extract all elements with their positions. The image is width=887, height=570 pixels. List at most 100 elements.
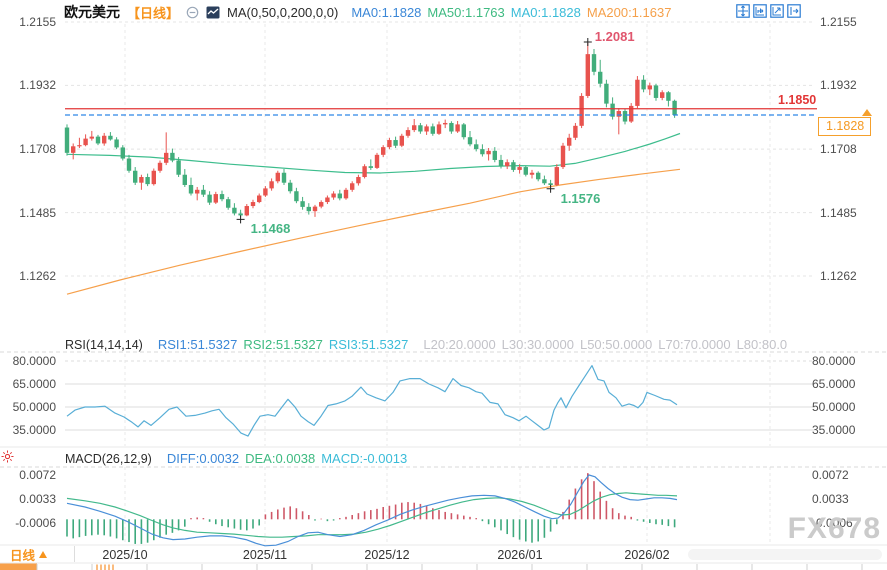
indicator-sun-icon[interactable] [1, 450, 14, 463]
candle-body [542, 179, 547, 184]
candle-body [498, 159, 504, 167]
date-label: 2025/11 [242, 548, 288, 562]
candle-body [666, 92, 671, 101]
candle-body [635, 79, 640, 106]
candle-body [250, 202, 256, 207]
axis-tick-label: 65.0000 [812, 377, 856, 391]
candle-body [660, 92, 665, 98]
candle-body [89, 136, 94, 139]
axis-tick-label: 80.0000 [12, 354, 56, 368]
candle-body [83, 138, 88, 146]
candle-body [213, 194, 218, 203]
candle-body [95, 136, 101, 144]
collapse-icon[interactable] [186, 6, 199, 19]
axis-tick-label: 1.1708 [19, 142, 56, 157]
candle-body [170, 152, 175, 161]
candle-body [207, 194, 212, 203]
candle-body [461, 124, 466, 138]
candle-body [133, 170, 138, 183]
macd-dea-line [66, 492, 678, 538]
candle-body [591, 54, 597, 72]
macd-value: DEA:0.0038 [245, 451, 316, 466]
period-selector[interactable]: 日线 [0, 546, 75, 563]
candle-body [393, 140, 398, 146]
candle-body [517, 167, 522, 170]
zoom-y-icon[interactable] [770, 4, 784, 18]
candle-body [157, 162, 163, 171]
candle-body [71, 146, 76, 153]
high-price-annotation: 1.2081 [594, 29, 635, 45]
axis-tick-label: 0.0072 [19, 468, 56, 482]
rsi-level: L50:50.0000 [579, 337, 653, 352]
candle-body [511, 162, 516, 170]
swing-low-annotation: 1.1576 [560, 190, 601, 206]
candle-body [64, 127, 70, 153]
date-label: 2026/01 [497, 548, 543, 562]
candle-body [182, 174, 187, 185]
axis-tick-label: 0.0072 [812, 468, 849, 482]
rsi-level: L30:30.0000 [501, 337, 574, 352]
last-price-tag[interactable]: 1.1828 [818, 117, 872, 136]
axis-tick-label: 50.0000 [12, 400, 56, 414]
candle-body [226, 199, 231, 208]
axis-tick-label: 1.1262 [19, 269, 56, 283]
candle-body [424, 126, 429, 132]
candle-body [548, 183, 553, 185]
macd-header: MACD(26,12,9) DIFF:0.0032 DEA:0.0038 MACD:… [65, 451, 407, 466]
candle-body [653, 85, 659, 98]
candle-body [418, 125, 423, 132]
date-label: 2025/10 [102, 548, 148, 562]
candle-body [281, 172, 287, 183]
candle-body [102, 135, 107, 144]
candle-body [108, 135, 113, 140]
scrollbar-thumb[interactable] [688, 549, 882, 560]
rsi-line [66, 365, 678, 437]
rsi-value: RSI2:51.5327 [243, 337, 323, 352]
candle-body [536, 172, 541, 180]
axis-tick-label: 1.2155 [19, 15, 56, 29]
candle-body [120, 147, 125, 159]
candle-body [294, 191, 299, 202]
resistance-price-tag[interactable]: 1.1850 [778, 92, 817, 107]
candle-body [232, 207, 237, 214]
ma200-line [66, 168, 681, 295]
axis-tick-label: 80.0000 [812, 354, 856, 368]
indicator-settings-icon[interactable] [206, 6, 220, 19]
rsi-values: RSI1:51.5327 RSI2:51.5327 RSI3:51.5327 [152, 337, 409, 352]
candle-body [567, 137, 572, 146]
candle-body [337, 193, 342, 199]
candle-body [306, 206, 311, 212]
candle-body [505, 162, 510, 167]
candle-body [350, 183, 355, 190]
candle-body [114, 139, 119, 148]
candle-body [368, 166, 373, 168]
candle-body [139, 177, 144, 183]
candle-body [430, 126, 435, 134]
candle-body [486, 150, 491, 155]
axis-tick-label: 35.0000 [12, 423, 56, 437]
axis-tick-label: 0.0033 [19, 492, 56, 506]
pan-right-icon[interactable] [787, 4, 801, 18]
rsi-levels: L20:20.0000 L30:30.0000 L50:50.0000 L70:70.… [417, 337, 787, 352]
zoom-x-icon[interactable] [753, 4, 767, 18]
main-chart-header: 欧元美元 【日线】 MA(0,50,0,200,0,0) MA0:1.1828 M… [64, 3, 671, 21]
candle-body [263, 188, 268, 196]
candle-body [195, 189, 200, 194]
candle-body [387, 140, 392, 148]
chart-fit-icon[interactable] [736, 4, 750, 18]
axis-tick-label: 1.1708 [820, 142, 857, 157]
watermark: FX678 [787, 512, 881, 545]
macd-value: DIFF:0.0032 [166, 451, 240, 466]
candle-body [356, 177, 361, 184]
axis-tick-label: 1.1262 [820, 269, 857, 283]
candle-body [573, 125, 578, 138]
candle-body [598, 71, 603, 84]
price-marker-cross [546, 184, 555, 193]
macd-diff-line [66, 474, 678, 547]
rsi-title: RSI(14,14,14) [65, 337, 143, 352]
axis-tick-label: 1.1485 [820, 205, 857, 220]
candle-body [269, 181, 274, 189]
triangle-up-icon [39, 550, 48, 558]
